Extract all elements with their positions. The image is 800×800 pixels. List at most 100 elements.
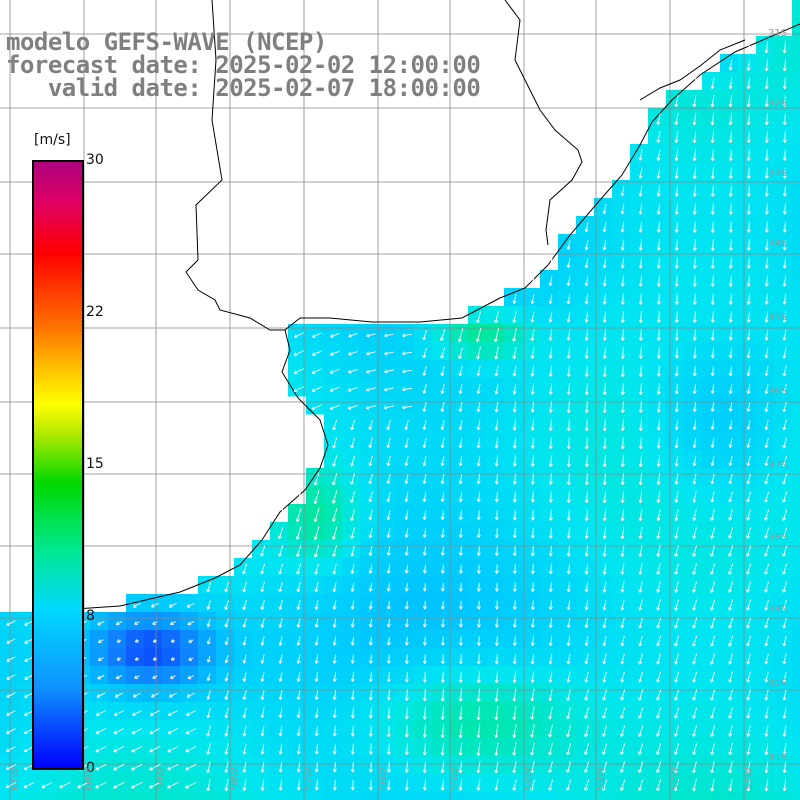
wind-speed-cell: [648, 360, 667, 379]
wind-speed-cell: [486, 648, 505, 667]
wind-speed-cell: [0, 630, 19, 649]
wind-arrow: [332, 437, 338, 449]
wind-arrow: [602, 329, 607, 341]
wind-arrow: [386, 582, 391, 592]
wind-speed-cell: [594, 306, 613, 325]
wind-speed-cell: [630, 306, 649, 325]
wind-speed-cell: [450, 756, 469, 775]
wind-speed-cell: [0, 738, 19, 757]
wind-arrow: [260, 600, 265, 611]
wind-arrow: [422, 474, 427, 485]
wind-arrow: [458, 365, 463, 377]
wind-arrow: [6, 674, 16, 680]
wind-arrow: [764, 167, 769, 179]
wind-speed-cell: [270, 558, 289, 577]
wind-arrow: [602, 293, 607, 305]
wind-speed-cell: [342, 540, 361, 559]
wind-arrow: [331, 526, 338, 540]
wind-arrow: [620, 617, 625, 629]
wind-speed-cell: [324, 396, 343, 415]
wind-speed-cell: [324, 486, 343, 505]
wind-speed-cell: [648, 288, 667, 307]
wind-speed-cell: [324, 612, 343, 631]
wind-speed-cell: [0, 792, 19, 800]
wind-arrow: [656, 257, 661, 269]
wind-arrow: [782, 563, 788, 575]
wind-speed-cell: [792, 756, 800, 775]
wind-arrow: [548, 509, 553, 521]
wind-speed-cell: [720, 108, 739, 127]
wind-arrow: [278, 563, 283, 575]
wind-arrow: [746, 402, 751, 412]
wind-arrow: [332, 779, 337, 791]
wind-speed-cell: [684, 216, 703, 235]
wind-arrow: [728, 59, 733, 71]
wind-arrow: [692, 527, 697, 539]
wind-speed-cell: [180, 612, 199, 631]
wind-speed-cell: [684, 504, 703, 523]
wind-speed-cell: [180, 684, 199, 703]
wind-speed-cell: [558, 540, 577, 559]
wind-arrow: [332, 582, 337, 593]
wind-speed-cell: [702, 288, 721, 307]
wind-speed-cell: [324, 558, 343, 577]
wind-arrow: [313, 472, 320, 486]
wind-arrow: [530, 491, 535, 503]
wind-speed-cell: [306, 504, 325, 523]
wind-speed-cell: [414, 792, 433, 800]
wind-arrow: [206, 690, 211, 700]
wind-speed-cell: [432, 360, 451, 379]
wind-speed-cell: [540, 630, 559, 649]
wind-speed-cell: [774, 180, 793, 199]
wind-arrow: [350, 509, 355, 522]
colorbar-tick-15: 15: [86, 456, 104, 472]
wind-speed-cell: [396, 468, 415, 487]
wind-speed-cell: [288, 666, 307, 685]
wind-arrow: [440, 347, 445, 359]
wind-speed-cell: [414, 738, 433, 757]
wind-arrow: [692, 347, 697, 359]
wind-speed-cell: [468, 540, 487, 559]
wind-speed-cell: [558, 558, 577, 577]
wind-speed-cell: [342, 702, 361, 721]
wind-speed-cell: [378, 756, 397, 775]
wind-speed-cell: [720, 756, 739, 775]
wind-speed-cell: [486, 486, 505, 505]
wind-speed-cell: [756, 450, 775, 469]
wind-speed-cell: [792, 54, 800, 73]
wind-speed-cell: [450, 666, 469, 685]
wind-speed-cell: [288, 684, 307, 703]
wind-speed-cell: [558, 630, 577, 649]
wind-arrow: [602, 257, 607, 269]
wind-speed-cell: [774, 72, 793, 91]
wind-speed-cell: [558, 468, 577, 487]
wind-speed-cell: [702, 360, 721, 379]
wind-speed-cell: [594, 720, 613, 739]
wind-speed-cell: [792, 432, 800, 451]
wind-speed-cell: [558, 324, 577, 343]
wind-speed-cell: [792, 162, 800, 181]
wind-speed-cell: [252, 684, 271, 703]
wind-arrow: [530, 779, 535, 791]
wind-speed-cell: [360, 612, 379, 631]
wind-arrow: [548, 653, 553, 665]
wind-speed-cell: [180, 630, 199, 649]
wind-speed-cell: [90, 738, 109, 757]
wind-arrow: [530, 688, 535, 702]
wind-speed-cell: [756, 738, 775, 757]
wind-arrow: [746, 131, 751, 144]
wind-arrow: [746, 221, 751, 233]
wind-speed-cell: [252, 576, 271, 595]
wind-speed-cell: [720, 792, 739, 800]
wind-speed-cell: [648, 396, 667, 415]
wind-arrow: [728, 239, 733, 251]
wind-arrow: [674, 743, 680, 756]
wind-speed-cell: [684, 234, 703, 253]
wind-arrow: [728, 527, 734, 539]
wind-speed-cell: [396, 414, 415, 433]
wind-arrow: [404, 474, 409, 485]
wind-arrow: [152, 638, 157, 643]
wind-arrow: [149, 781, 161, 789]
wind-arrow: [278, 600, 283, 611]
wind-arrow: [476, 384, 481, 395]
